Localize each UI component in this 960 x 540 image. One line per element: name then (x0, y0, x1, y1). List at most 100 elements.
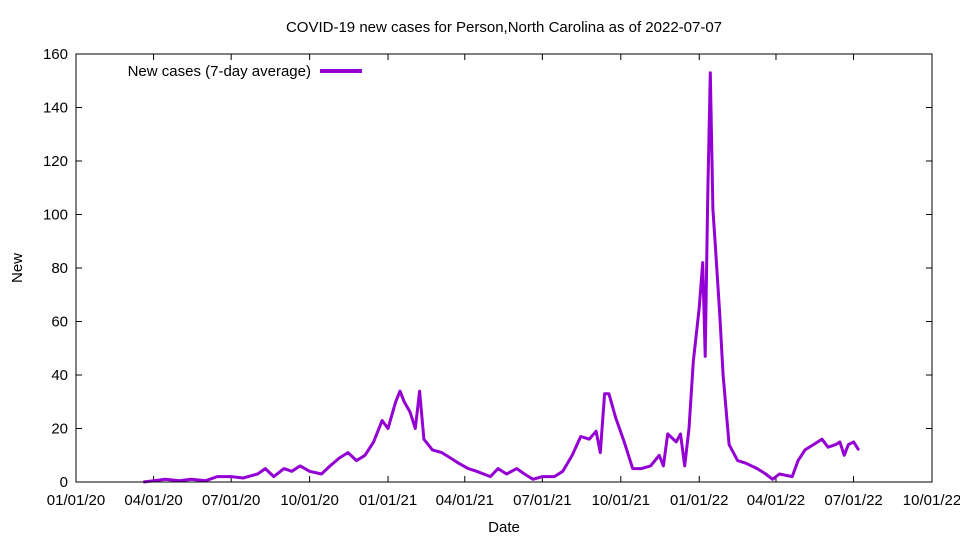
data-point (827, 446, 829, 449)
y-tick-label: 140 (43, 100, 68, 117)
y-tick-label: 160 (43, 46, 68, 63)
data-point (778, 473, 781, 475)
data-point (756, 467, 758, 470)
data-point (320, 473, 323, 475)
data-point (516, 467, 518, 470)
data-point (489, 475, 492, 478)
data-point (857, 449, 860, 451)
x-tick-label: 04/01/21 (436, 492, 494, 509)
data-point (599, 451, 602, 454)
data-point (603, 392, 606, 395)
data-point (614, 417, 617, 419)
y-tick-label: 20 (51, 421, 68, 438)
data-point (256, 473, 259, 475)
ticks: 0 20 40 60 80 100 120 140 160 01/01/20 04/01/20 07/… (43, 46, 960, 509)
x-axis-label: Date (488, 519, 520, 536)
data-point (688, 427, 690, 430)
data-point (812, 443, 815, 446)
data-point (595, 430, 597, 433)
data-point (666, 433, 669, 435)
x-tick-label: 04/01/20 (124, 492, 182, 509)
data-point (714, 245, 717, 248)
x-tick-label: 07/01/20 (202, 492, 260, 509)
data-point (821, 438, 823, 441)
data-point (704, 355, 706, 358)
x-tick-label: 01/01/21 (359, 492, 417, 509)
data-point (562, 470, 564, 473)
data-point (791, 475, 793, 478)
data-point (372, 441, 375, 443)
y-axis-label: New (9, 253, 26, 283)
data-point (771, 478, 774, 481)
data-point (553, 475, 556, 478)
y-tick-label: 40 (51, 367, 68, 384)
data-point (631, 467, 634, 470)
data-point (640, 467, 643, 470)
data-point (497, 467, 499, 470)
data-point (608, 392, 610, 395)
series-line (143, 71, 860, 484)
data-point (290, 470, 293, 473)
data-point (847, 443, 850, 446)
data-point (403, 401, 406, 403)
data-point (736, 459, 739, 462)
data-point (152, 479, 155, 482)
data-point (707, 192, 709, 194)
data-point (588, 438, 591, 441)
data-point (475, 470, 478, 473)
data-point (797, 459, 799, 462)
chart-title: COVID-19 new cases for Person,North Caro… (286, 19, 722, 36)
plot-frame (75, 53, 933, 483)
y-tick-label: 100 (43, 207, 68, 224)
data-point (338, 457, 341, 459)
x-tick-label: 01/01/22 (670, 492, 728, 509)
data-point (679, 433, 682, 435)
data-point (728, 443, 730, 446)
data-point (698, 307, 700, 309)
data-point (308, 470, 311, 473)
data-point (347, 451, 349, 454)
data-point (571, 454, 573, 457)
data-point (449, 457, 452, 459)
data-point (230, 475, 232, 478)
data-point (579, 435, 582, 438)
data-point (804, 449, 806, 451)
data-point (381, 419, 383, 422)
data-point (387, 427, 389, 430)
data-point (414, 427, 417, 430)
data-point (764, 473, 767, 475)
data-point (264, 467, 267, 470)
data-point (164, 478, 167, 481)
data-point (299, 465, 302, 467)
data-point (523, 473, 526, 475)
data-point (683, 465, 686, 467)
data-point (712, 208, 714, 210)
data-point (273, 475, 275, 478)
data-point (423, 438, 425, 441)
data-point (329, 465, 331, 467)
x-tick-label: 10/01/20 (280, 492, 338, 509)
data-point (441, 451, 443, 454)
data-point (467, 467, 470, 470)
data-point (505, 473, 508, 475)
data-point (745, 462, 747, 465)
data-point (852, 441, 855, 443)
data-point (216, 475, 219, 478)
y-tick-label: 60 (51, 314, 68, 331)
data-point (718, 312, 721, 315)
data-point (190, 478, 192, 481)
data-point (409, 411, 412, 414)
data-point (658, 454, 660, 457)
data-point (532, 478, 534, 481)
data-point (709, 71, 712, 74)
data-point (355, 459, 358, 462)
x-tick-label: 07/01/22 (824, 492, 882, 509)
data-point (722, 374, 724, 376)
data-point (458, 462, 460, 465)
data-point (843, 454, 845, 457)
data-point (541, 475, 544, 478)
x-tick-label: 01/01/20 (47, 492, 105, 509)
data-point (283, 467, 285, 470)
data-point (692, 360, 695, 363)
